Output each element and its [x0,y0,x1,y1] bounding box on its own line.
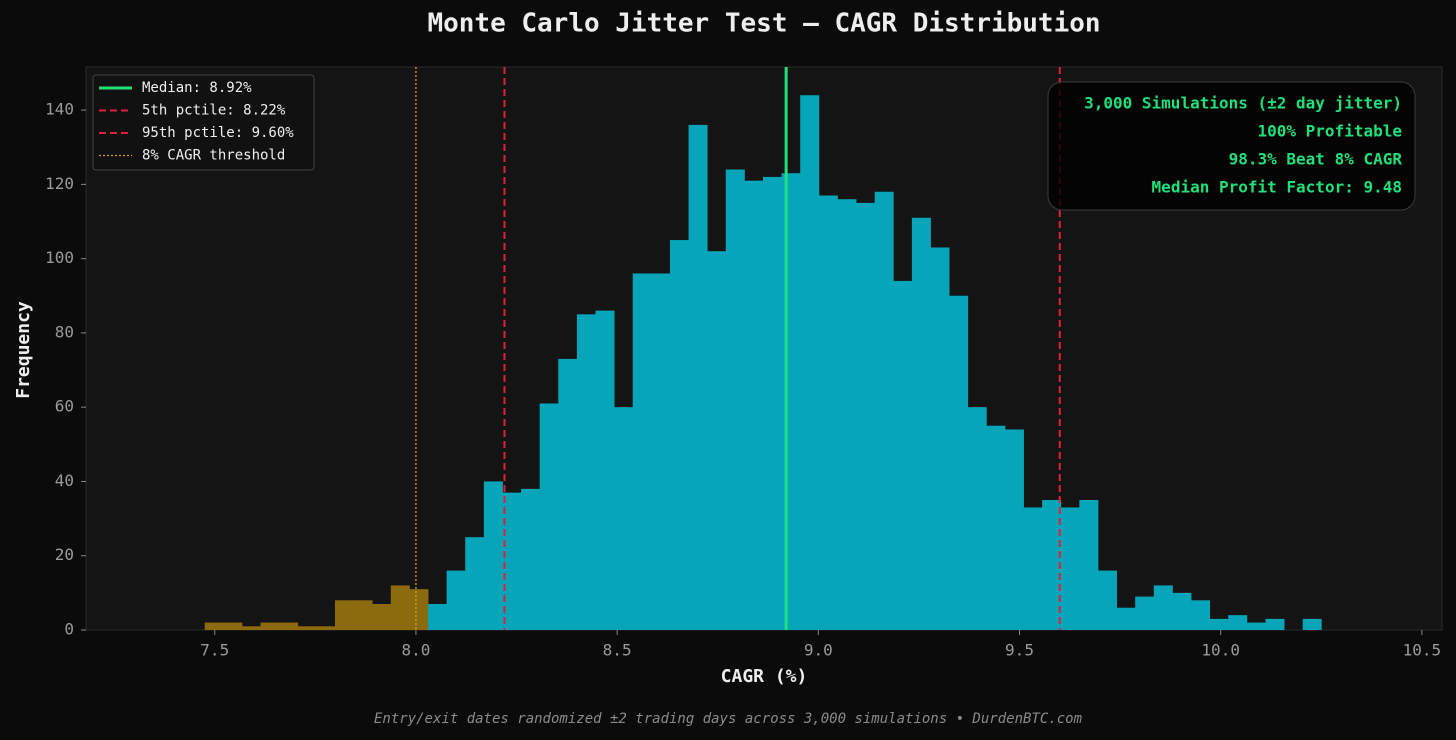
legend-box [92,74,315,171]
bar [614,407,634,630]
bar [707,251,727,630]
y-axis-label: Frequency [13,301,34,399]
bar [1135,596,1155,630]
chart-title: Monte Carlo Jitter Test — CAGR Distribut… [427,9,1100,39]
bar [223,622,243,630]
bar [372,604,392,630]
bar [334,600,354,630]
x-tick-label: 10.5 [1403,641,1442,660]
bar [1060,507,1080,630]
x-tick-label: 7.5 [200,641,229,660]
bar [483,481,503,630]
footer: Entry/exit dates randomized ±2 trading d… [374,711,1083,727]
bar [856,202,876,630]
bar [986,425,1006,630]
x-tick-label: 9.0 [804,641,833,660]
y-tick-label: 60 [55,397,74,416]
bar [1023,507,1043,630]
bar [446,570,466,630]
bar [1042,500,1062,630]
annotation-background [1047,81,1416,211]
bar [762,176,783,630]
bar [651,273,671,630]
legend-label: 8% CAGR threshold [142,148,285,164]
bar [1079,500,1099,630]
bar [949,295,969,630]
legend-label: 95th pctile: 9.60% [142,125,294,141]
annotation: Median Profit Factor: 9.48 [1152,178,1402,197]
bar [669,240,689,630]
bar [1265,618,1285,630]
bar [1209,618,1229,630]
x-tick-label: 9.5 [1005,641,1034,660]
legend: Median: 8.92% 5th pctile: 8.22% 95th pctil… [92,74,315,171]
bar [1153,585,1173,630]
bar [818,195,838,630]
bar [241,626,261,630]
bar [428,604,448,630]
bar [595,310,615,630]
bar [800,95,820,631]
annotation: 3,000 Simulations (±2 day jitter) [1084,94,1402,113]
bar [539,403,559,630]
bar [874,191,894,630]
legend-label: Median: 8.92% [142,80,252,96]
bar [521,488,541,630]
y-tick-label: 40 [55,471,74,490]
y-tick-label: 120 [45,174,74,193]
x-tick-label: 8.5 [603,641,632,660]
bar [911,217,931,630]
bar [781,173,801,630]
bar [1302,618,1322,630]
bar [1228,615,1248,630]
bar [260,622,280,630]
bar [930,247,950,630]
y-tick-label: 0 [64,620,74,639]
bar [390,585,410,630]
bar [1116,607,1136,630]
bar [688,124,708,631]
bar [558,358,578,630]
y-tick-label: 140 [45,100,74,119]
bar [576,314,596,630]
bar [967,407,987,630]
bar [1191,600,1211,630]
bar [744,180,764,631]
bar [297,626,317,630]
bar [279,622,299,630]
bar [1004,429,1024,630]
bar [204,622,224,630]
bar [837,199,857,631]
y-tick-label: 80 [55,322,74,341]
bar [725,169,745,630]
bar [316,626,336,630]
bar [465,537,485,630]
annotation-box: 3,000 Simulations (±2 day jitter) 100% Pr… [1047,81,1416,211]
y-tick-label: 100 [45,248,74,267]
bar [893,280,913,630]
legend-label: 5th pctile: 8.22% [142,103,286,119]
y-tick-label: 20 [55,545,74,564]
bar [1172,592,1192,630]
bar [409,589,429,630]
bar [632,273,652,630]
x-axis-label: CAGR (%) [721,666,808,687]
bar [1246,622,1266,630]
x-tick-label: 10.0 [1201,641,1240,660]
x-tick-label: 8.0 [401,641,430,660]
annotation: 98.3% Beat 8% CAGR [1229,150,1403,169]
bar [502,492,522,630]
bar [1097,570,1117,630]
bar [353,600,373,630]
annotation: 100% Profitable [1258,122,1403,141]
